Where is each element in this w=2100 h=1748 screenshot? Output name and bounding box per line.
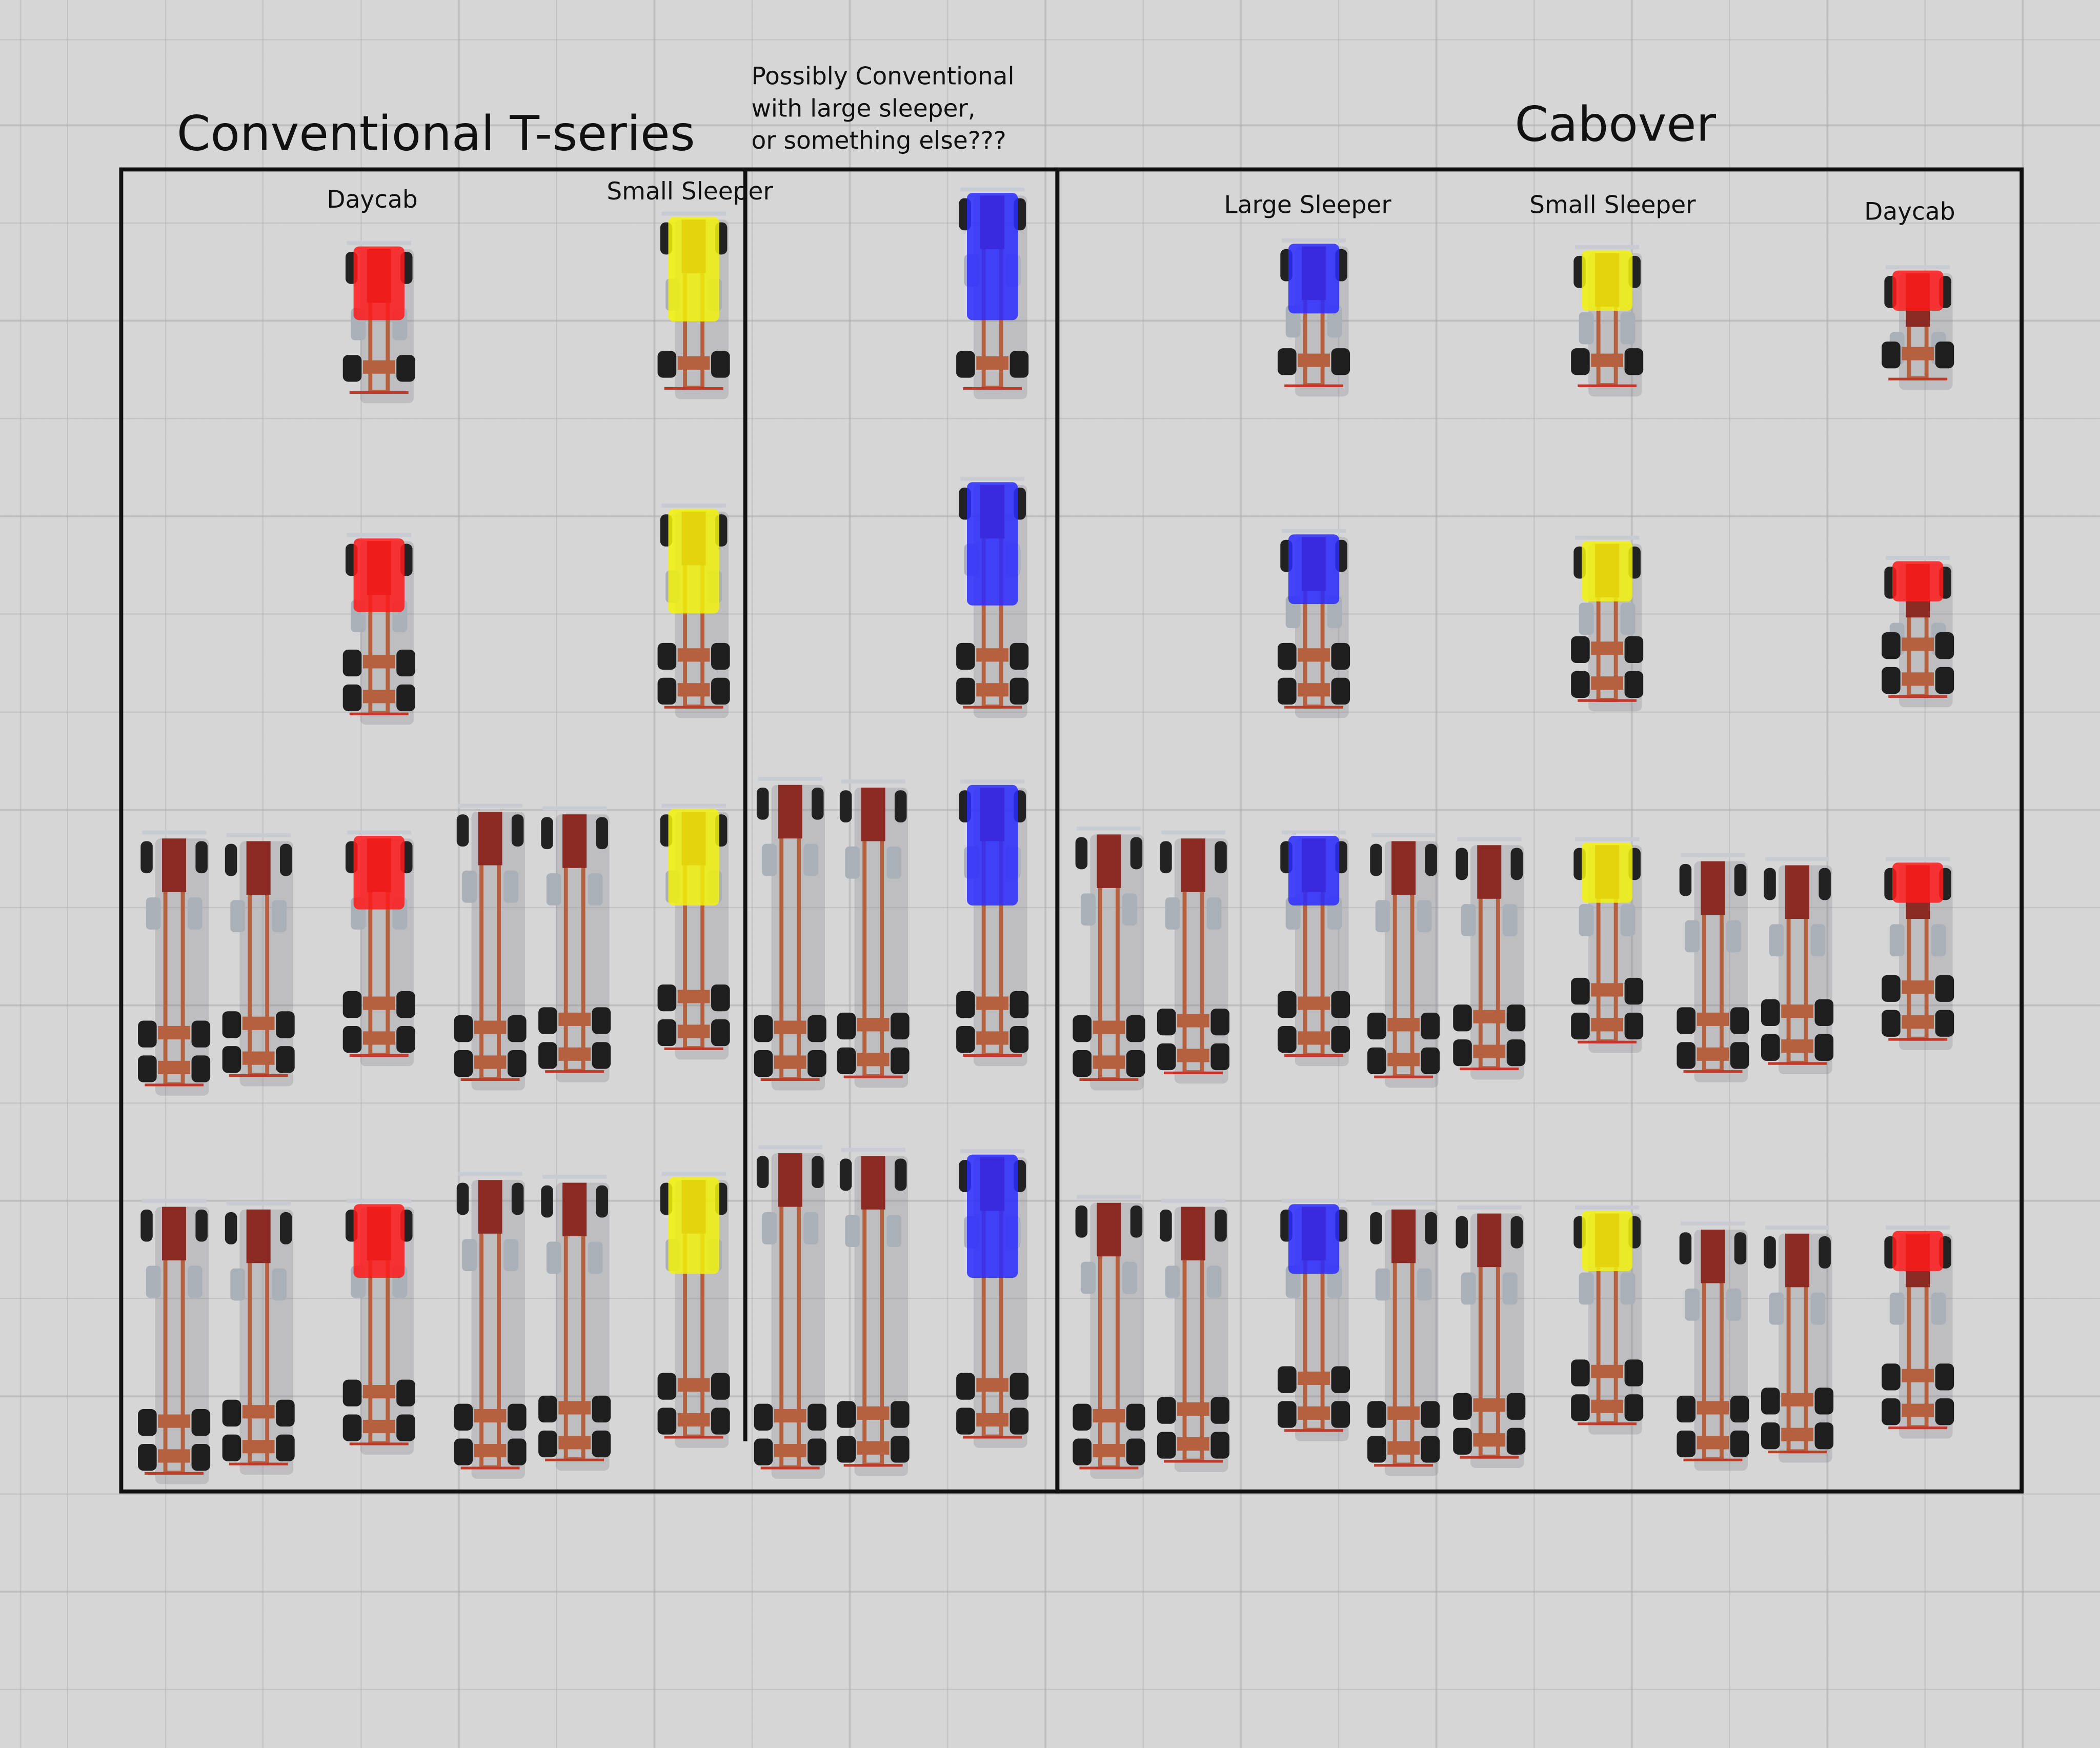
truck-conv-daycab	[342, 830, 415, 1067]
bare-chassis	[1367, 1201, 1440, 1476]
bare-chassis	[138, 1198, 211, 1484]
cab	[668, 1177, 719, 1274]
cab	[353, 246, 405, 320]
bare-chassis	[1157, 830, 1229, 1084]
cab	[1288, 244, 1340, 314]
truck-cabover-small-sleeper	[1571, 535, 1644, 712]
cab-daycab-label: Daycab	[1864, 198, 1955, 227]
truck-large-sleeper	[956, 779, 1029, 1067]
cab	[1288, 836, 1340, 906]
cab	[1582, 1211, 1633, 1271]
cab	[1288, 534, 1340, 605]
bare-chassis	[1453, 1205, 1526, 1468]
truck-cabover-small-sleeper	[1571, 1205, 1644, 1435]
bare-chassis	[454, 1172, 527, 1479]
bare-chassis	[837, 779, 910, 1088]
truck-conv-daycab	[342, 1198, 415, 1455]
bare-chassis	[754, 777, 826, 1091]
cab-large-sleeper-label: Large Sleeper	[1224, 191, 1391, 220]
cab	[1288, 1204, 1340, 1274]
truck-large-sleeper	[956, 187, 1029, 399]
truck-large-sleeper	[956, 476, 1029, 718]
bare-chassis	[1453, 837, 1526, 1080]
cab	[1582, 541, 1633, 601]
cab	[668, 809, 719, 906]
cab	[353, 836, 405, 910]
cab	[967, 482, 1018, 606]
truck-conv-small-sleeper	[657, 1172, 730, 1448]
truck-cabover-large-sleeper	[1278, 529, 1350, 718]
bare-chassis	[1073, 826, 1145, 1091]
cab	[967, 193, 1018, 320]
truck-cabover-large-sleeper	[1278, 830, 1350, 1067]
bare-chassis	[138, 830, 211, 1096]
bare-chassis	[222, 1201, 295, 1475]
bare-chassis	[538, 806, 611, 1082]
note-line: Possibly Conventional	[751, 63, 1015, 91]
cab-small-sleeper-label: Small Sleeper	[1529, 191, 1696, 220]
cab	[1892, 1231, 1944, 1271]
cab	[967, 785, 1018, 906]
cab	[668, 217, 719, 322]
note-line: with large sleeper,	[751, 95, 976, 124]
truck-cabover-daycab	[1882, 265, 1954, 390]
bare-chassis	[454, 803, 527, 1091]
truck-cabover-daycab	[1882, 556, 1954, 708]
truck-large-sleeper	[956, 1149, 1029, 1448]
note-line: or something else???	[751, 127, 1006, 156]
cab	[668, 509, 719, 614]
bare-chassis	[754, 1145, 826, 1479]
cab	[353, 538, 405, 612]
cab	[353, 1204, 405, 1278]
conventional-title: Conventional T-series	[176, 107, 695, 163]
bare-chassis	[1677, 853, 1749, 1082]
bare-chassis	[1677, 1221, 1749, 1471]
bare-chassis	[538, 1174, 611, 1471]
truck-cabover-large-sleeper	[1278, 238, 1350, 397]
cabover-group-box	[1055, 167, 2024, 1494]
bare-chassis	[837, 1148, 910, 1476]
bare-chassis	[1761, 1225, 1834, 1463]
truck-cabover-daycab	[1882, 1225, 1954, 1439]
truck-cabover-large-sleeper	[1278, 1198, 1350, 1441]
truck-cabover-small-sleeper	[1571, 245, 1644, 397]
cab	[1892, 561, 1944, 601]
cab	[1582, 842, 1633, 903]
truck-cabover-daycab	[1882, 857, 1954, 1050]
bare-chassis	[1157, 1198, 1229, 1472]
cab	[1582, 250, 1633, 311]
bare-chassis	[1367, 833, 1440, 1088]
bare-chassis	[1073, 1195, 1145, 1479]
truck-conv-small-sleeper	[657, 803, 730, 1060]
cab	[1892, 862, 1944, 903]
cab	[1892, 270, 1944, 311]
truck-conv-daycab	[342, 241, 415, 404]
truck-conv-daycab	[342, 533, 415, 725]
bare-chassis	[222, 833, 295, 1087]
cabover-title: Cabover	[1515, 97, 1717, 153]
cab	[967, 1154, 1018, 1278]
truck-cabover-small-sleeper	[1571, 837, 1644, 1053]
conv-daycab-label: Daycab	[327, 186, 418, 214]
bare-chassis	[1761, 857, 1834, 1074]
truck-conv-small-sleeper	[657, 211, 730, 399]
truck-conv-small-sleeper	[657, 504, 730, 718]
possibly-conventional-note: Possibly Conventional with large sleeper…	[751, 62, 1014, 158]
conventional-divider	[743, 169, 748, 1441]
